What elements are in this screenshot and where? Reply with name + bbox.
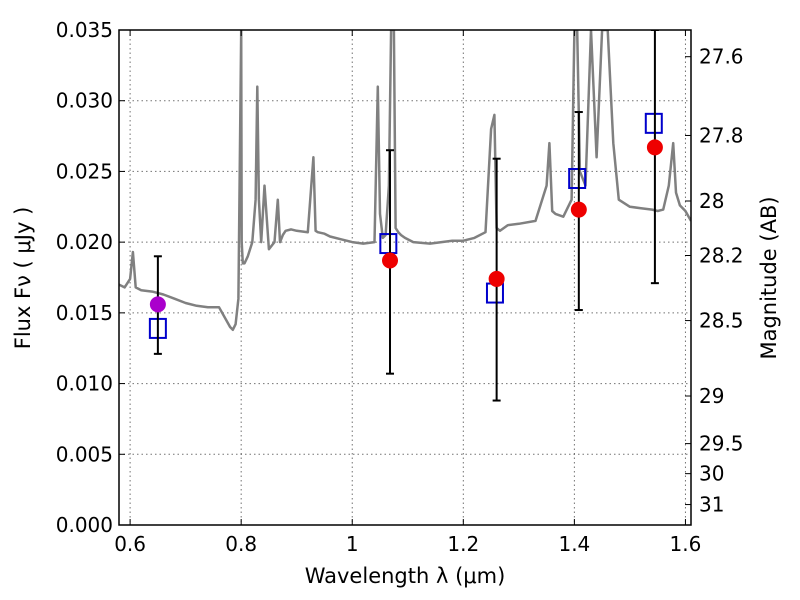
right-tick-label: 28 <box>699 189 724 213</box>
x-axis: 0.6 0.8 1 1.2 1.4 1.6 <box>114 30 701 556</box>
right-tick-label: 29 <box>699 384 724 408</box>
x-tick-label: 1.2 <box>447 532 479 556</box>
y-tick-label: 0.020 <box>56 230 113 254</box>
spectrum-line <box>119 30 691 332</box>
observed-flux-point <box>488 270 505 287</box>
right-tick-label: 29.5 <box>699 432 744 456</box>
y-tick-label: 0.010 <box>56 372 113 396</box>
right-tick-label: 30 <box>699 462 724 486</box>
y-axis-right: 27.6 27.8 28 28.2 28.5 29 29.5 30 31 <box>685 45 744 517</box>
y-axis-left: 0.000 0.005 0.010 0.015 0.020 0.025 0.030 0.035 <box>56 18 125 537</box>
x-tick-label: 1.6 <box>670 532 702 556</box>
y-tick-label: 0.030 <box>56 89 113 113</box>
plot-area <box>119 30 691 402</box>
observed-flux-point <box>570 201 587 218</box>
plot-background <box>119 30 691 525</box>
y-axis-label-right: Magnitude (AB) <box>757 196 781 359</box>
right-tick-label: 31 <box>699 493 724 517</box>
y-tick-label: 0.000 <box>56 513 113 537</box>
model-square-point <box>644 112 663 134</box>
y-tick-label: 0.015 <box>56 301 113 325</box>
right-tick-label: 28.2 <box>699 244 744 268</box>
x-tick-label: 0.8 <box>225 532 257 556</box>
model-square-point <box>568 168 587 189</box>
observed-flux-point <box>646 139 663 156</box>
observed-flux-point <box>382 252 399 269</box>
right-tick-label: 27.6 <box>699 45 744 69</box>
right-tick-label: 27.8 <box>699 123 744 147</box>
x-tick-label: 1 <box>346 532 359 556</box>
y-tick-label: 0.035 <box>56 18 113 42</box>
x-tick-label: 0.6 <box>114 532 146 556</box>
y-axis-label: Flux Fν ( μJy ) <box>11 207 35 350</box>
y-tick-label: 0.025 <box>56 159 113 183</box>
y-tick-label: 0.005 <box>56 442 113 466</box>
right-tick-label: 28.5 <box>699 309 744 333</box>
x-tick-label: 1.4 <box>558 532 590 556</box>
x-axis-label: Wavelength λ (μm) <box>305 564 506 588</box>
error-bar <box>650 30 659 285</box>
observed-flux-point <box>149 296 166 313</box>
plot-frame <box>118 29 692 526</box>
